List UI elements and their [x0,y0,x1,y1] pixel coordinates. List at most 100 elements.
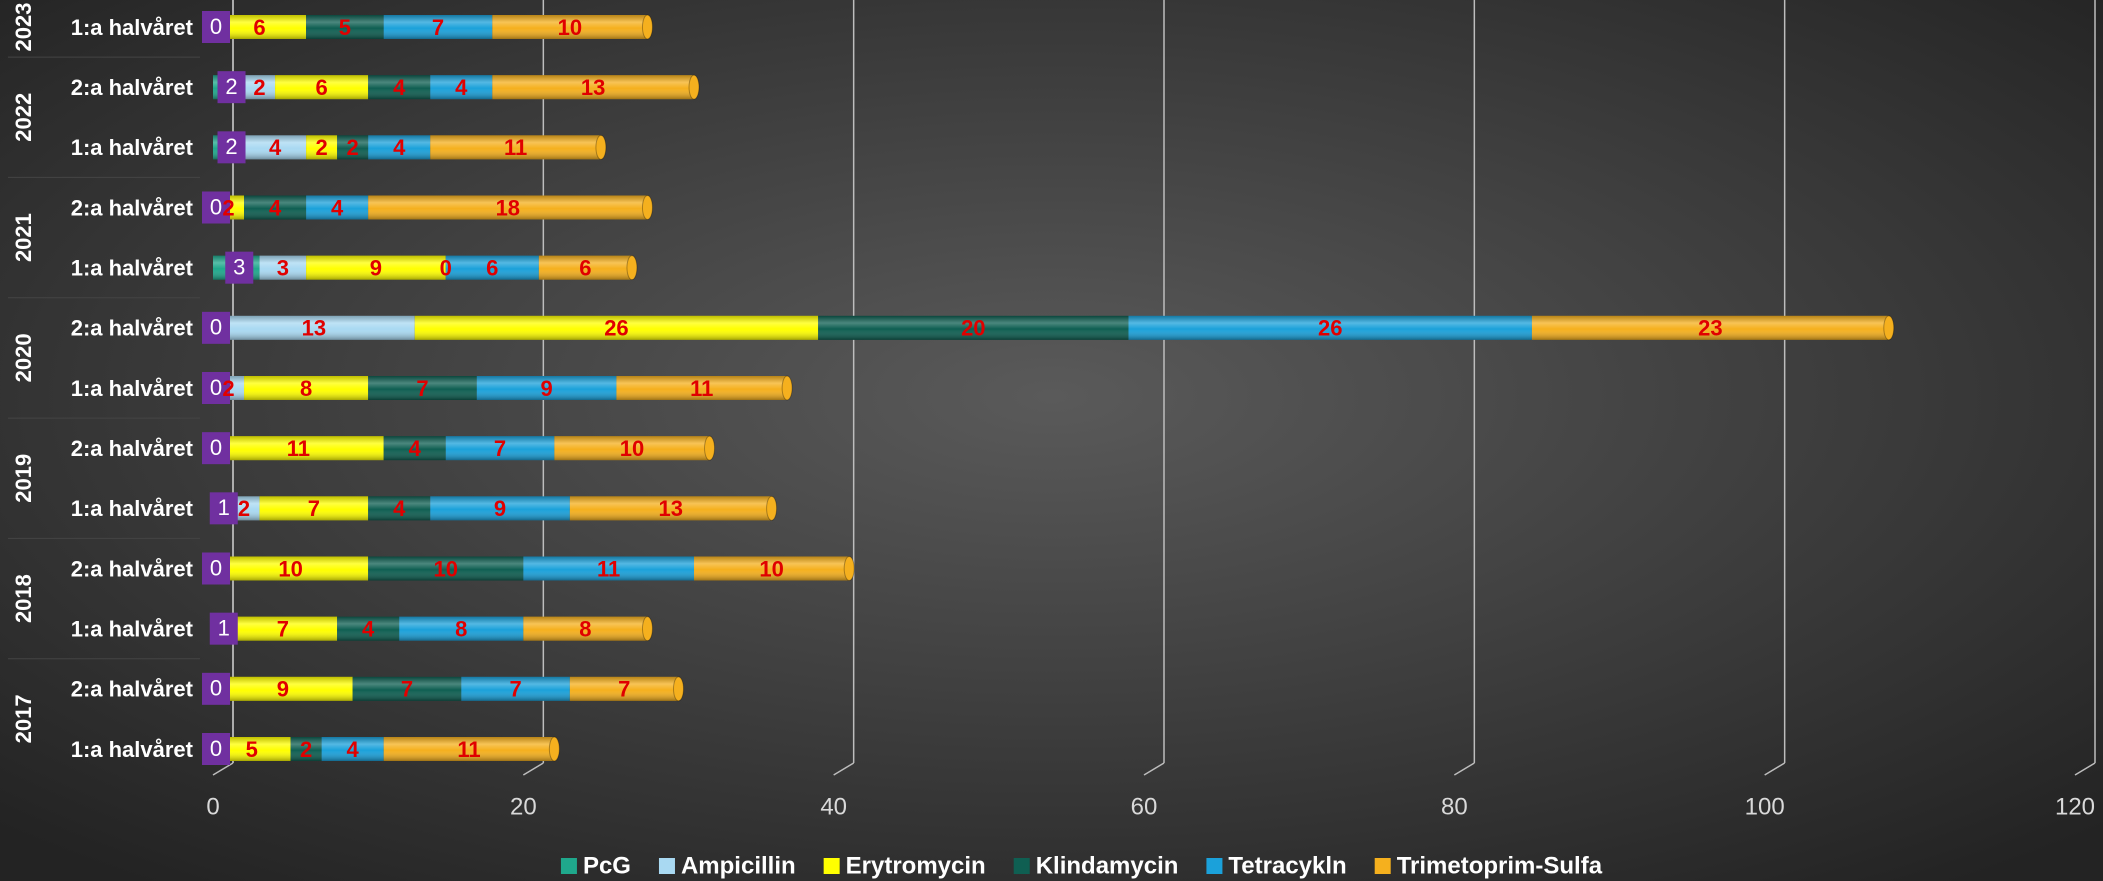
legend-item: Erytromycin [823,852,986,879]
data-label: 9 [277,677,289,702]
data-label: 10 [759,556,783,581]
data-label: 11 [504,135,527,160]
legend-swatch [1206,858,1223,874]
legend-label: Klindamycin [1036,852,1179,879]
data-label: 4 [269,195,282,220]
legend-item: Klindamycin [1013,852,1179,879]
data-label: 7 [432,15,444,40]
legend-item: PcG [560,852,631,879]
x-tick-label: 20 [510,793,537,820]
category-label: 2:a halvåret [71,75,194,100]
data-label: 4 [393,75,406,100]
data-label: 2 [225,74,237,99]
data-label: 11 [597,556,620,581]
data-label: 0 [210,315,222,340]
bar-cap [626,255,638,281]
data-label: 7 [401,677,413,702]
pcg-label-box [225,251,254,284]
legend-label: Tetracykln [1228,852,1346,879]
data-label: 7 [618,677,630,702]
data-label: 13 [302,316,326,341]
year-label: 2022 [11,93,36,142]
year-label: 2020 [11,333,36,382]
legend-label: Erytromycin [846,852,986,879]
legend-label: PcG [583,852,631,879]
data-label: 23 [1698,316,1722,341]
category-label: 2:a halvåret [71,677,194,702]
category-label: 1:a halvåret [71,737,194,762]
bar-cap [595,134,607,160]
bar-shading [213,75,695,100]
data-label: 3 [233,254,245,279]
data-label: 18 [496,195,520,220]
data-label: 8 [579,616,591,641]
x-tick-label: 0 [206,793,219,820]
data-label: 2 [253,75,265,100]
year-label: 2017 [11,694,36,743]
data-label: 4 [331,195,344,220]
data-label: 0 [210,555,222,580]
bar-cap [704,435,716,461]
category-label: 2:a halvåret [71,195,194,220]
pcg-label-box [202,191,230,224]
data-label: 10 [434,556,458,581]
data-label: 6 [579,255,591,280]
bar-cap [641,14,653,40]
data-label: 4 [393,496,406,521]
data-label: 4 [455,75,468,100]
bar-cap [688,74,700,100]
bar-cap [673,676,684,702]
bar-shading [213,737,555,761]
legend-swatch [560,858,577,874]
bar-cap [781,375,793,401]
data-label: 4 [393,135,406,160]
data-label: 0 [210,736,222,761]
bar-shading [213,556,850,581]
category-label: 1:a halvåret [71,15,194,40]
data-label: 10 [278,556,302,581]
data-label: 0 [210,194,222,219]
x-tick-label: 60 [1131,793,1158,820]
data-label: 2 [347,135,359,160]
legend: PcG Ampicillin Erytromycin Klindamycin Tetra… [560,852,1603,879]
data-label: 6 [486,255,498,280]
data-label: 6 [253,15,265,40]
data-label: 11 [457,737,480,762]
bar-cap [641,616,653,642]
grid-line [1764,762,1786,776]
legend-label: Ampicillin [681,852,796,879]
category-label: 1:a halvåret [71,616,194,641]
data-label: 1 [218,495,230,520]
data-label: 20 [961,316,985,341]
data-label: 11 [287,436,310,461]
bar-cap [548,736,560,762]
bar-shading [213,616,648,641]
data-label: 13 [658,496,682,521]
data-label: 5 [246,737,258,762]
bar-shading [213,315,1889,340]
bar-shading [213,436,710,461]
data-label: 9 [540,376,552,401]
year-label: 2018 [11,574,36,623]
data-label: 10 [620,436,644,461]
pcg-label-box [209,612,238,645]
pcg-label-box [202,11,230,43]
x-tick-label: 40 [820,793,847,820]
data-label: 5 [339,15,351,40]
legend-swatch [823,858,840,874]
data-label: 2 [315,135,327,160]
data-label: 1 [218,615,230,640]
data-label: 2 [222,195,234,220]
pcg-label-box [217,131,246,164]
legend-swatch [658,858,675,874]
grid-line [833,762,855,776]
data-label: 7 [494,436,506,461]
data-label: 0 [210,14,222,39]
bar-shading [213,376,788,400]
data-label: 7 [308,496,320,521]
data-label: 2 [222,376,234,401]
data-label: 0 [440,255,452,280]
data-label: 7 [416,376,428,401]
